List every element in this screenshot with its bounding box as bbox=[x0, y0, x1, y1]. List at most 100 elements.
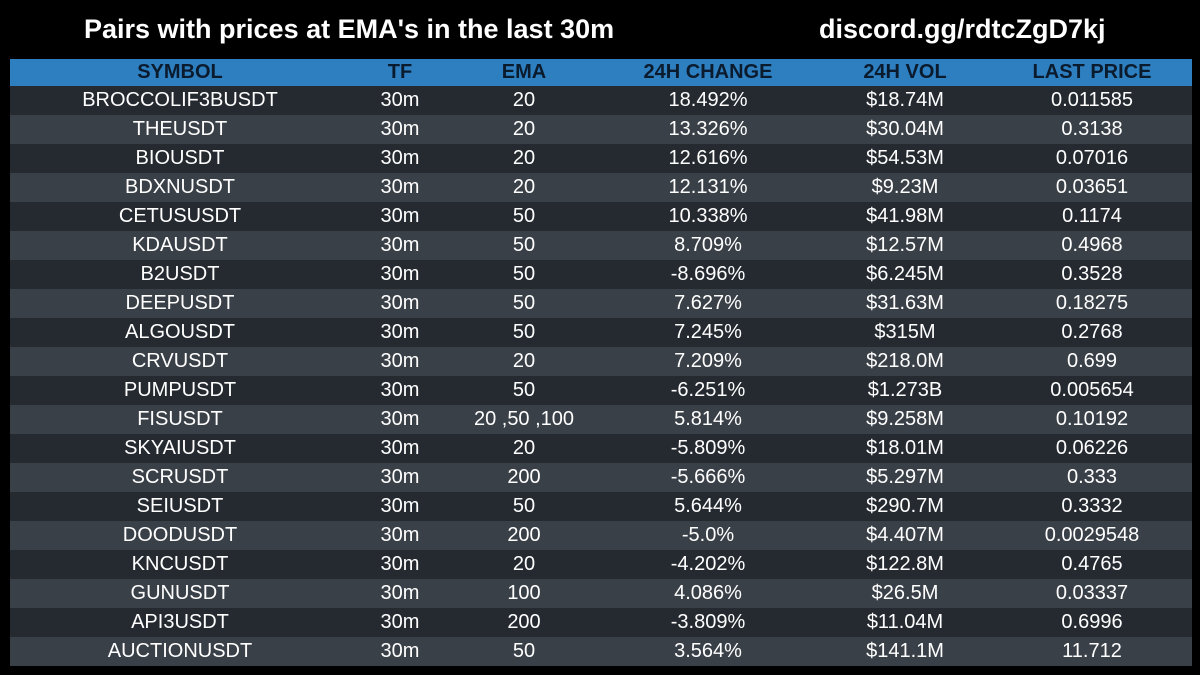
symbol-cell: BROCCOLIF3BUSDT bbox=[82, 89, 278, 111]
ema-cell: 200 bbox=[507, 466, 541, 488]
symbol-cell: API3USDT bbox=[131, 611, 229, 633]
volume-cell: $54.53M bbox=[866, 147, 944, 169]
symbol-cell: BIOUSDT bbox=[135, 147, 225, 169]
price-cell: 0.18275 bbox=[1055, 292, 1129, 314]
table-row[interactable]: SCRUSDT 30m 200 -5.666% $5.297M 0.333 bbox=[10, 463, 1192, 492]
price-cell: 0.03651 bbox=[1055, 176, 1129, 198]
volume-cell: $141.1M bbox=[866, 640, 944, 662]
change-cell: -4.202% bbox=[670, 553, 746, 575]
symbol-cell: AUCTIONUSDT bbox=[107, 640, 253, 662]
change-cell: -5.809% bbox=[670, 437, 746, 459]
table-row[interactable]: ALGOUSDT 30m 50 7.245% $315M 0.2768 bbox=[10, 318, 1192, 347]
tf-cell: 30m bbox=[380, 292, 420, 314]
price-cell: 0.4765 bbox=[1061, 553, 1123, 575]
volume-cell: $6.245M bbox=[866, 263, 944, 285]
symbol-cell: DOODUSDT bbox=[122, 524, 238, 546]
ema-cell: 20 bbox=[512, 553, 536, 575]
price-cell: 0.2768 bbox=[1061, 321, 1123, 343]
symbol-cell: SCRUSDT bbox=[131, 466, 229, 488]
change-cell: 5.814% bbox=[674, 408, 742, 430]
price-cell: 0.6996 bbox=[1061, 611, 1123, 633]
volume-cell: $11.04M bbox=[866, 611, 944, 633]
volume-cell: $41.98M bbox=[866, 205, 944, 227]
table-row[interactable]: CETUSUSDT 30m 50 10.338% $41.98M 0.1174 bbox=[10, 202, 1192, 231]
table-body: BROCCOLIF3BUSDT 30m 20 18.492% $18.74M 0.0115… bbox=[10, 86, 1192, 666]
volume-cell: $5.297M bbox=[866, 466, 944, 488]
change-cell: 3.564% bbox=[674, 640, 742, 662]
ema-cell: 50 bbox=[512, 379, 536, 401]
tf-cell: 30m bbox=[380, 466, 420, 488]
tf-cell: 30m bbox=[380, 118, 420, 140]
change-cell: 13.326% bbox=[668, 118, 748, 140]
title-bar: Pairs with prices at EMA's in the last 3… bbox=[0, 0, 1200, 58]
column-header-last-price[interactable]: LAST PRICE bbox=[1032, 61, 1152, 83]
price-cell: 0.07016 bbox=[1055, 147, 1129, 169]
ema-cell: 200 bbox=[507, 611, 541, 633]
ema-cell: 20 ,50 ,100 bbox=[473, 408, 575, 430]
table-row[interactable]: BROCCOLIF3BUSDT 30m 20 18.492% $18.74M 0.0115… bbox=[10, 86, 1192, 115]
tf-cell: 30m bbox=[380, 553, 420, 575]
ema-cell: 20 bbox=[512, 89, 536, 111]
price-cell: 0.333 bbox=[1066, 466, 1118, 488]
change-cell: 10.338% bbox=[668, 205, 748, 227]
column-header-ema[interactable]: EMA bbox=[501, 61, 547, 83]
ema-cell: 20 bbox=[512, 350, 536, 372]
change-cell: -5.666% bbox=[670, 466, 746, 488]
volume-cell: $4.407M bbox=[866, 524, 944, 546]
tf-cell: 30m bbox=[380, 234, 420, 256]
symbol-cell: B2USDT bbox=[140, 263, 220, 285]
tf-cell: 30m bbox=[380, 611, 420, 633]
column-header-24h-vol[interactable]: 24H VOL bbox=[863, 61, 947, 83]
table-row[interactable]: KDAUSDT 30m 50 8.709% $12.57M 0.4968 bbox=[10, 231, 1192, 260]
change-cell: 7.627% bbox=[674, 292, 742, 314]
ema-cell: 20 bbox=[512, 176, 536, 198]
table-row[interactable]: SEIUSDT 30m 50 5.644% $290.7M 0.3332 bbox=[10, 492, 1192, 521]
table-row[interactable]: B2USDT 30m 50 -8.696% $6.245M 0.3528 bbox=[10, 260, 1192, 289]
table-row[interactable]: DOODUSDT 30m 200 -5.0% $4.407M 0.0029548 bbox=[10, 521, 1192, 550]
table-row[interactable]: DEEPUSDT 30m 50 7.627% $31.63M 0.18275 bbox=[10, 289, 1192, 318]
column-header-tf[interactable]: TF bbox=[387, 61, 413, 83]
pairs-table-container: SYMBOL TF EMA 24H CHANGE 24H VOL LAST PR… bbox=[10, 59, 1192, 666]
change-cell: -5.0% bbox=[681, 524, 735, 546]
symbol-cell: CRVUSDT bbox=[131, 350, 229, 372]
tf-cell: 30m bbox=[380, 147, 420, 169]
change-cell: 5.644% bbox=[674, 495, 742, 517]
change-cell: 12.616% bbox=[668, 147, 748, 169]
table-row[interactable]: KNCUSDT 30m 20 -4.202% $122.8M 0.4765 bbox=[10, 550, 1192, 579]
volume-cell: $9.23M bbox=[871, 176, 939, 198]
change-cell: 18.492% bbox=[668, 89, 748, 111]
pairs-table: SYMBOL TF EMA 24H CHANGE 24H VOL LAST PR… bbox=[10, 59, 1192, 666]
table-row[interactable]: CRVUSDT 30m 20 7.209% $218.0M 0.699 bbox=[10, 347, 1192, 376]
ema-cell: 50 bbox=[512, 234, 536, 256]
tf-cell: 30m bbox=[380, 379, 420, 401]
volume-cell: $18.74M bbox=[866, 89, 944, 111]
table-row[interactable]: AUCTIONUSDT 30m 50 3.564% $141.1M 11.712 bbox=[10, 637, 1192, 666]
tf-cell: 30m bbox=[380, 437, 420, 459]
table-row[interactable]: BIOUSDT 30m 20 12.616% $54.53M 0.07016 bbox=[10, 144, 1192, 173]
table-row[interactable]: BDXNUSDT 30m 20 12.131% $9.23M 0.03651 bbox=[10, 173, 1192, 202]
table-row[interactable]: GUNUSDT 30m 100 4.086% $26.5M 0.03337 bbox=[10, 579, 1192, 608]
table-row[interactable]: PUMPUSDT 30m 50 -6.251% $1.273B 0.005654 bbox=[10, 376, 1192, 405]
price-cell: 0.1174 bbox=[1062, 205, 1122, 227]
table-row[interactable]: THEUSDT 30m 20 13.326% $30.04M 0.3138 bbox=[10, 115, 1192, 144]
ema-cell: 20 bbox=[512, 437, 536, 459]
symbol-cell: PUMPUSDT bbox=[123, 379, 237, 401]
ema-cell: 50 bbox=[512, 205, 536, 227]
table-row[interactable]: API3USDT 30m 200 -3.809% $11.04M 0.6996 bbox=[10, 608, 1192, 637]
price-cell: 0.06226 bbox=[1055, 437, 1129, 459]
price-cell: 0.4968 bbox=[1061, 234, 1123, 256]
ema-cell: 50 bbox=[512, 263, 536, 285]
change-cell: 4.086% bbox=[674, 582, 742, 604]
price-cell: 0.03337 bbox=[1055, 582, 1129, 604]
price-cell: 0.3332 bbox=[1061, 495, 1123, 517]
price-cell: 0.3138 bbox=[1061, 118, 1123, 140]
discord-link[interactable]: discord.gg/rdtcZgD7kj bbox=[819, 14, 1106, 44]
volume-cell: $122.8M bbox=[866, 553, 944, 575]
ema-cell: 50 bbox=[512, 321, 536, 343]
table-row[interactable]: SKYAIUSDT 30m 20 -5.809% $18.01M 0.06226 bbox=[10, 434, 1192, 463]
column-header-symbol[interactable]: SYMBOL bbox=[137, 61, 223, 83]
column-header-24h-change[interactable]: 24H CHANGE bbox=[643, 61, 773, 83]
change-cell: 8.709% bbox=[674, 234, 742, 256]
table-row[interactable]: FISUSDT 30m 20 ,50 ,100 5.814% $9.258M 0.1019… bbox=[10, 405, 1192, 434]
change-cell: 12.131% bbox=[668, 176, 748, 198]
